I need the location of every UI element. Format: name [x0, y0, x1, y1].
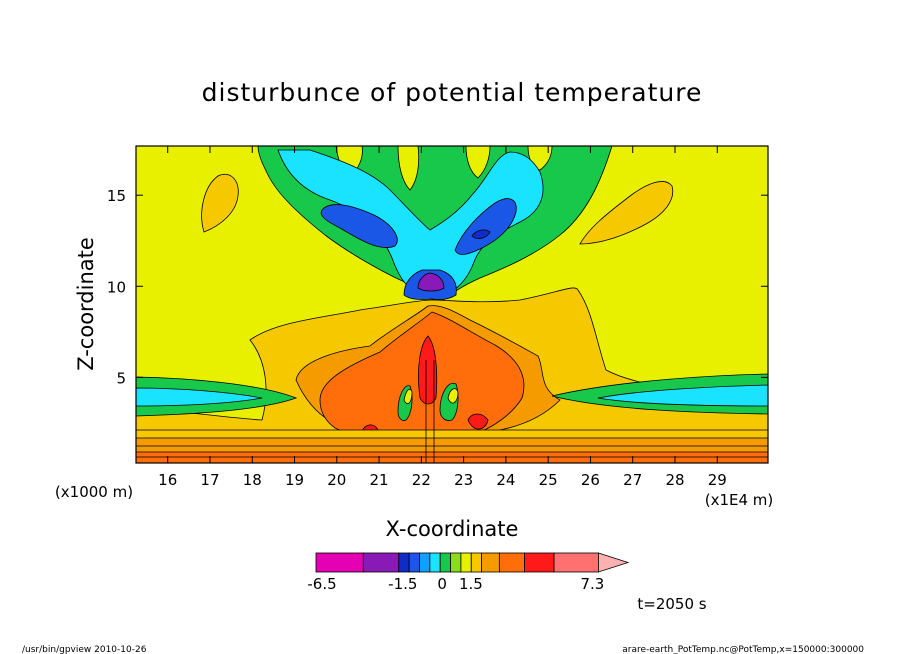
x-tick-label: 26: [581, 471, 600, 489]
colorbar-swatch: [429, 552, 441, 573]
x-tick-label: 20: [327, 471, 346, 489]
colorbar-swatch: [598, 552, 630, 573]
colorbar-swatch: [439, 552, 451, 573]
chart-title: disturbunce of potential temperature: [202, 78, 703, 107]
y-tick-label: 15: [107, 187, 126, 205]
blue-core-right: [454, 198, 517, 255]
colorbar-swatch: [524, 552, 555, 573]
x-tick-label: 18: [243, 471, 262, 489]
blue-core-left: [320, 204, 398, 248]
red-core: [467, 413, 489, 430]
plot-frame: [135, 145, 769, 464]
x-tick-label: 17: [200, 471, 219, 489]
orange-blob-right: [579, 181, 674, 245]
colorbar-label: 0: [437, 575, 447, 593]
y-tick-label: 5: [116, 369, 126, 387]
x-axis-label: X-coordinate: [386, 517, 519, 541]
colorbar-label: -6.5: [307, 575, 336, 593]
surface-contour-lines: [136, 360, 768, 463]
red-core: [418, 335, 438, 405]
x-tick-label: 16: [158, 471, 177, 489]
x-tick-label: 21: [370, 471, 389, 489]
x-tick-label: 22: [412, 471, 431, 489]
jet-right-cyan: [597, 384, 768, 407]
colorbar-swatch: [419, 552, 431, 573]
yellow-finger: [465, 146, 491, 179]
contour-field: [136, 146, 768, 463]
x-tick-label: 25: [539, 471, 558, 489]
colorbar-swatch: [408, 552, 420, 573]
x-tick-label: 28: [665, 471, 684, 489]
colorbar-label: -1.5: [388, 575, 417, 593]
colorbar-label: 1.5: [459, 575, 483, 593]
x-tick-label: 29: [708, 471, 727, 489]
colorbar-swatch: [553, 552, 599, 573]
colorbar-swatch: [498, 552, 525, 573]
axes: 16 17 18 19 20 21 22 23 24 25 26 27 28 29 5 10 15: [107, 146, 768, 489]
colorbar-swatch: [460, 552, 472, 573]
x-tick-label: 27: [623, 471, 642, 489]
colorbar-swatch: [481, 552, 500, 573]
x-tick-label: 19: [285, 471, 304, 489]
dark-blue-core: [471, 229, 491, 239]
colorbar-label: 7.3: [580, 575, 604, 593]
colorbar-swatch: [398, 552, 410, 573]
yellow-streak: [403, 388, 413, 405]
y-tick-label: 10: [107, 278, 126, 296]
yellow-streak: [447, 388, 459, 404]
colorbar-swatch: [450, 552, 462, 573]
purple-core: [417, 272, 445, 292]
colorbar-swatch: [470, 552, 483, 573]
colorbar-swatch: [362, 552, 400, 573]
y-axis-label: Z-coordinate: [74, 237, 98, 371]
jet-left-cyan: [136, 387, 263, 407]
footer-right: arare-earth_PotTemp.nc@PotTemp,x=150000:…: [622, 645, 864, 654]
footer-left: /usr/bin/gpview 2010-10-26: [22, 645, 147, 654]
time-annotation: t=2050 s: [637, 595, 706, 613]
x-unit-left: (x1000 m): [55, 483, 133, 501]
colorbar-swatch: [315, 552, 364, 573]
surface-layer: [136, 452, 768, 463]
x-tick-label: 23: [454, 471, 473, 489]
x-unit-right: (x1E4 m): [705, 491, 774, 509]
colorbar: -6.5 -1.5 0 1.5 7.3: [307, 552, 630, 593]
x-tick-label: 24: [496, 471, 515, 489]
orange-blob-left: [201, 173, 239, 233]
yellow-finger: [397, 146, 420, 191]
